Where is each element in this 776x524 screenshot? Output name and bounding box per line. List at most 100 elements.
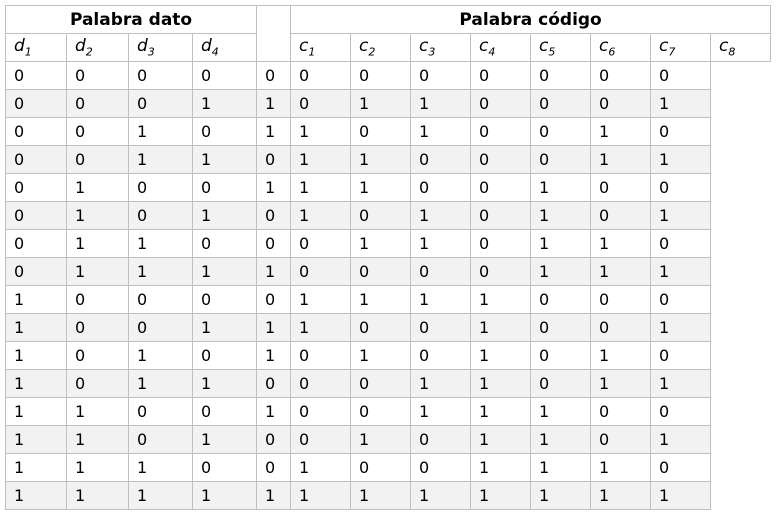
code-bit-cell: 1 — [530, 425, 592, 454]
column-header-letter: c — [419, 36, 429, 57]
code-bit-cell: 0 — [530, 117, 592, 146]
code-bit-cell: 0 — [590, 89, 652, 118]
column-header-index: 1 — [308, 45, 316, 59]
code-bit-cell: 0 — [530, 341, 592, 370]
data-bit-cell: 0 — [191, 173, 258, 202]
code-bit-cell: 1 — [350, 481, 412, 510]
code-bit-cell: 1 — [650, 313, 712, 342]
code-bit-cell: 0 — [410, 341, 472, 370]
code-bit-cell: 0 — [590, 173, 652, 202]
code-bit-cell: 1 — [590, 341, 652, 370]
code-bit-cell: 1 — [590, 145, 652, 174]
code-bit-cell: 1 — [470, 369, 532, 398]
column-separator — [256, 5, 292, 62]
code-bit-cell: 1 — [410, 201, 472, 230]
data-bit-cell: 0 — [5, 145, 67, 174]
column-header-index: 4 — [488, 45, 496, 59]
code-bit-cell: 0 — [290, 369, 352, 398]
data-word-header: Palabra dato — [4, 5, 258, 34]
column-header-c5: c5 — [530, 33, 592, 62]
code-bit-cell: 1 — [256, 397, 292, 426]
data-bit-cell: 1 — [5, 285, 67, 314]
code-bit-cell: 1 — [410, 229, 472, 258]
data-bit-cell: 1 — [5, 369, 67, 398]
data-bit-cell: 0 — [5, 201, 67, 230]
data-bit-cell: 0 — [128, 173, 193, 202]
column-header-letter: d — [14, 36, 25, 57]
column-header-c7: c7 — [650, 33, 712, 62]
code-bit-cell: 0 — [530, 313, 592, 342]
data-bit-cell: 1 — [128, 453, 193, 482]
code-bit-cell: 0 — [256, 201, 292, 230]
code-bit-cell: 0 — [650, 341, 712, 370]
data-bit-cell: 1 — [128, 145, 193, 174]
code-bit-cell: 1 — [350, 341, 412, 370]
code-bit-cell: 1 — [256, 257, 292, 286]
code-word-header: Palabra código — [290, 5, 772, 34]
column-header-c2: c2 — [350, 33, 412, 62]
data-bit-cell: 0 — [128, 89, 193, 118]
code-bit-cell: 1 — [470, 397, 532, 426]
data-bit-cell: 1 — [191, 145, 258, 174]
code-bit-cell: 0 — [290, 61, 352, 90]
data-bit-cell: 1 — [191, 369, 258, 398]
code-bit-cell: 1 — [350, 89, 412, 118]
code-bit-cell: 1 — [590, 257, 652, 286]
column-header-letter: d — [137, 36, 148, 57]
column-header-index: 7 — [668, 45, 676, 59]
data-bit-cell: 1 — [128, 369, 193, 398]
data-bit-cell: 1 — [191, 313, 258, 342]
data-bit-cell: 0 — [128, 61, 193, 90]
code-bit-cell: 0 — [590, 61, 652, 90]
code-bit-cell: 1 — [290, 145, 352, 174]
code-bit-cell: 1 — [290, 117, 352, 146]
data-bit-cell: 1 — [66, 453, 129, 482]
code-bit-cell: 0 — [350, 313, 412, 342]
column-header-index: 5 — [548, 45, 556, 59]
code-bit-cell: 0 — [256, 61, 292, 90]
data-bit-cell: 0 — [66, 117, 129, 146]
data-bit-cell: 0 — [191, 341, 258, 370]
code-bit-cell: 0 — [530, 145, 592, 174]
data-bit-cell: 0 — [5, 173, 67, 202]
code-bit-cell: 1 — [410, 481, 472, 510]
code-bit-cell: 0 — [470, 89, 532, 118]
code-bit-cell: 0 — [590, 313, 652, 342]
code-bit-cell: 0 — [590, 201, 652, 230]
code-bit-cell: 0 — [650, 285, 712, 314]
code-bit-cell: 0 — [470, 145, 532, 174]
column-header-letter: c — [719, 36, 729, 57]
column-header-d1: d1 — [5, 33, 67, 62]
code-bit-cell: 0 — [256, 145, 292, 174]
code-bit-cell: 1 — [290, 285, 352, 314]
data-bit-cell: 1 — [5, 397, 67, 426]
code-bit-cell: 1 — [590, 369, 652, 398]
code-bit-cell: 0 — [256, 369, 292, 398]
code-bit-cell: 1 — [470, 285, 532, 314]
code-bit-cell: 0 — [290, 89, 352, 118]
code-bit-cell: 0 — [650, 117, 712, 146]
code-bit-cell: 0 — [530, 285, 592, 314]
data-bit-cell: 0 — [191, 229, 258, 258]
data-bit-cell: 0 — [66, 341, 129, 370]
code-bit-cell: 0 — [650, 61, 712, 90]
code-bit-cell: 1 — [530, 229, 592, 258]
code-bit-cell: 0 — [470, 257, 532, 286]
column-header-letter: d — [75, 36, 86, 57]
data-bit-cell: 0 — [128, 425, 193, 454]
code-bit-cell: 1 — [290, 481, 352, 510]
code-bit-cell: 0 — [350, 61, 412, 90]
data-bit-cell: 0 — [66, 285, 129, 314]
data-bit-cell: 0 — [5, 117, 67, 146]
code-bit-cell: 0 — [410, 61, 472, 90]
code-bit-cell: 0 — [256, 425, 292, 454]
code-bit-cell: 1 — [290, 453, 352, 482]
